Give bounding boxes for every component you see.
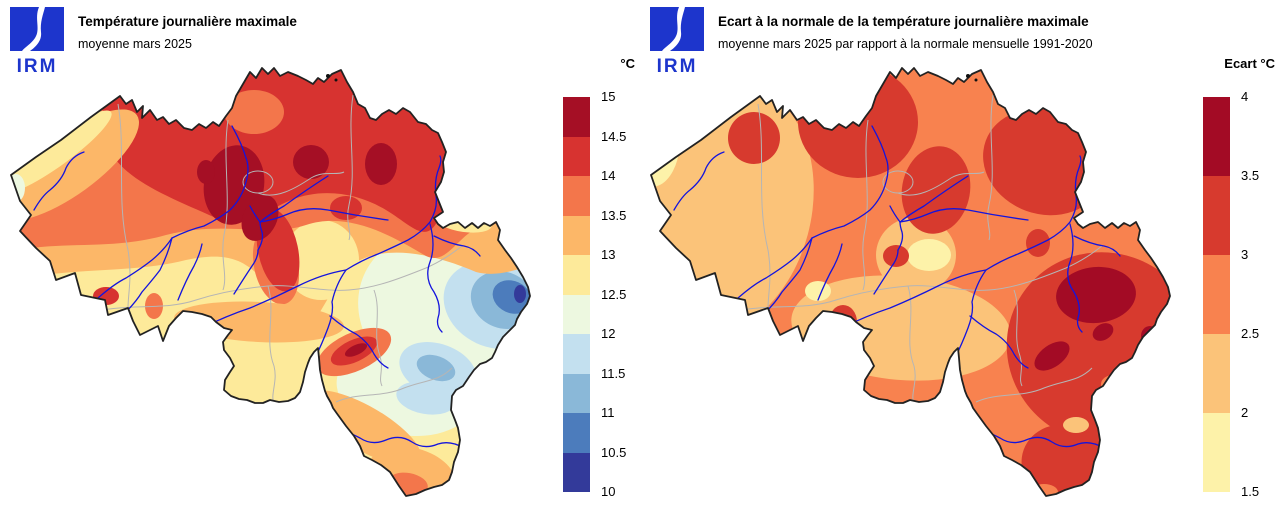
colorbar-tick-label: 14.5 [601,128,627,144]
colorbar-tick-label: 13 [601,247,616,262]
irm-logo: IRM [648,7,706,76]
colorbar-tick-label: 10.5 [601,444,627,460]
colorbar-segment [563,334,590,374]
colorbar-segment [563,255,590,295]
colorbar-tick-label: 10 [601,484,616,499]
colorbar-segment [1203,255,1230,334]
page-title-left: Température journalière maximale [78,14,297,29]
colorbar-tick-label: 4 [1241,89,1249,104]
colorbar-segment [1203,413,1230,492]
colorbar-segment [563,215,590,255]
page-title-right: Ecart à la normale de la température jou… [718,14,1089,29]
belgium-map-anomaly [650,67,1171,497]
colorbar-segment [563,452,590,492]
colorbar-segment [563,413,590,453]
colorbar-segment [1203,334,1230,413]
colorbar-tick-label: 2.5 [1241,326,1260,341]
colorbar-segment [563,373,590,413]
irm-logo-emblem [650,7,704,51]
colorbar-segment [563,294,590,334]
colorbar-tick-label: 11 [601,405,615,420]
colorbar-ticks-left: 15 14.5 14 13.5 13 12.5 12 11.5 11 10.5 10 [601,89,647,499]
colorbar-tick-label: 12.5 [601,286,627,302]
colorbar-unit-label-right: Ecart °C [1224,56,1275,71]
irm-logo-emblem [10,7,64,51]
colorbar-unit-label-left: °C [620,56,635,71]
colorbar-segment [563,136,590,176]
colorbar-tick-label: 2 [1241,405,1249,420]
colorbar-left [563,97,590,492]
colorbar-tick-label: 14 [601,168,616,183]
colorbar-tick-label: 3.5 [1241,168,1260,183]
page-subtitle-left: moyenne mars 2025 [78,37,192,51]
colorbar-segment [563,176,590,216]
colorbar-right [1203,97,1230,492]
colorbar-tick-label: 11.5 [601,365,626,381]
colorbar-tick-label: 3 [1241,247,1249,262]
colorbar-tick-label: 15 [601,89,616,104]
colorbar-segment [1203,176,1230,255]
right-map-panel: IRM Ecart à la normale de la température… [640,0,1280,507]
page-subtitle-right: moyenne mars 2025 par rapport à la norma… [718,37,1093,51]
colorbar-tick-label: 1.5 [1241,484,1260,499]
irm-logo-text: IRM [656,56,698,77]
colorbar-tick-label: 13.5 [601,207,627,223]
irm-logo: IRM [8,7,66,76]
left-map-panel: IRM Température journalière maximale moy… [8,7,635,499]
colorbar-ticks-right: 4 3.5 3 2.5 2 1.5 [1241,89,1280,499]
irm-logo-text: IRM [16,56,58,77]
colorbar-tick-label: 12 [601,326,616,341]
colorbar-segment [1203,97,1230,176]
colorbar-segment [563,97,590,137]
belgium-map-temperature [10,67,531,497]
